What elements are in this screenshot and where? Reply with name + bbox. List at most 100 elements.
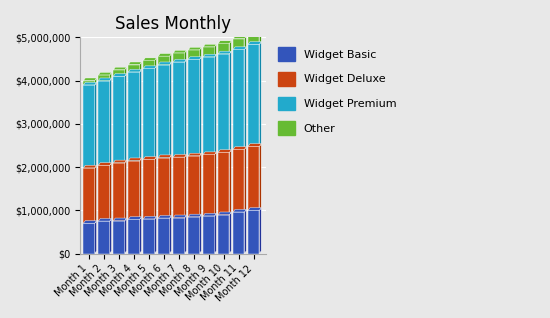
Polygon shape [173,215,186,218]
Polygon shape [218,212,232,215]
Bar [113,70,125,76]
Polygon shape [169,62,172,157]
Bar [248,210,260,253]
Polygon shape [98,218,112,221]
Polygon shape [229,150,232,215]
Title: Sales Monthly: Sales Monthly [115,15,231,33]
Polygon shape [233,147,246,149]
Polygon shape [185,215,186,253]
Bar [98,80,109,165]
Polygon shape [128,217,141,219]
Polygon shape [214,213,216,253]
Polygon shape [158,216,172,218]
Bar [173,157,185,218]
Polygon shape [95,78,96,85]
Polygon shape [144,58,156,60]
Bar [144,68,155,159]
Bar [248,146,260,210]
Polygon shape [260,42,261,146]
Bar [113,163,125,221]
Polygon shape [109,78,112,165]
Polygon shape [244,147,246,212]
Bar [218,54,229,152]
Polygon shape [185,155,186,218]
Bar [84,85,95,168]
Polygon shape [185,59,186,157]
Bar [128,65,140,72]
Bar [188,217,200,253]
Polygon shape [169,155,172,218]
Bar [113,76,125,163]
Polygon shape [204,44,216,47]
Polygon shape [248,208,261,210]
Polygon shape [260,30,261,44]
Bar [128,72,140,161]
Polygon shape [98,163,112,165]
Polygon shape [214,54,216,155]
Polygon shape [260,208,261,253]
Bar [218,215,229,253]
Polygon shape [113,74,127,76]
Polygon shape [140,69,141,161]
Polygon shape [95,82,96,168]
Polygon shape [109,218,112,253]
Polygon shape [229,41,232,54]
Polygon shape [248,144,261,146]
Polygon shape [109,163,112,221]
Polygon shape [248,30,261,33]
Bar [84,168,95,223]
Polygon shape [173,50,186,53]
Bar [144,60,155,68]
Polygon shape [229,212,232,253]
Bar [144,219,155,253]
Polygon shape [144,66,156,68]
Polygon shape [128,69,141,72]
Bar [173,62,185,157]
Polygon shape [140,62,141,72]
Bar [98,75,109,80]
Legend: Widget Basic, Widget Deluxe, Widget Premium, Other: Widget Basic, Widget Deluxe, Widget Prem… [273,43,400,139]
Polygon shape [200,47,201,59]
Bar [188,59,200,156]
Polygon shape [169,53,172,65]
Bar [204,57,214,155]
Polygon shape [113,67,127,70]
Bar [98,165,109,221]
Polygon shape [158,53,172,56]
Bar [98,221,109,253]
Polygon shape [95,165,96,223]
Polygon shape [244,36,246,49]
Polygon shape [233,47,246,49]
Polygon shape [125,74,127,163]
Polygon shape [144,157,156,159]
Bar [84,223,95,253]
Bar [173,218,185,253]
Bar [204,155,214,216]
Polygon shape [244,210,246,253]
Polygon shape [155,157,156,219]
Polygon shape [84,221,96,223]
Bar [204,47,214,57]
Polygon shape [140,158,141,219]
Polygon shape [125,67,127,76]
Bar [233,212,244,253]
Bar [113,221,125,253]
Bar [218,43,229,54]
Polygon shape [214,152,216,216]
Polygon shape [185,50,186,62]
Bar [233,49,244,149]
Polygon shape [125,218,127,253]
Polygon shape [200,214,201,253]
Polygon shape [144,216,156,219]
Polygon shape [200,153,201,217]
Polygon shape [98,73,112,75]
Polygon shape [173,155,186,157]
Bar [144,159,155,219]
Polygon shape [260,144,261,210]
Polygon shape [204,213,216,216]
Bar [218,152,229,215]
Polygon shape [140,217,141,253]
Polygon shape [169,216,172,253]
Bar [233,38,244,49]
Bar [248,44,260,146]
